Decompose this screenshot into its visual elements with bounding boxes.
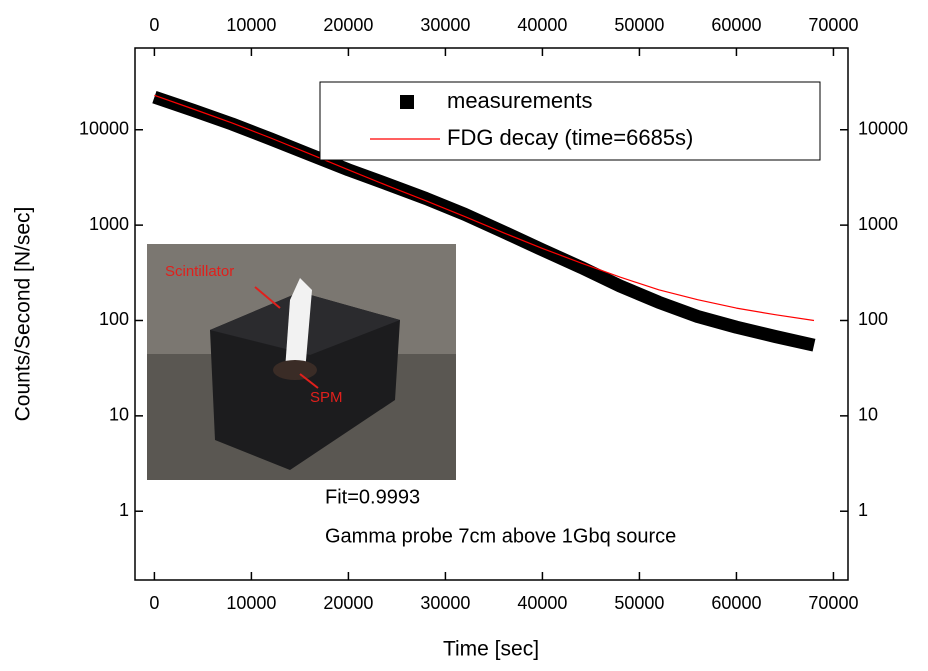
x-tick-label-top: 30000 [420,15,470,35]
x-tick-label: 50000 [614,593,664,613]
inset-photo [147,244,456,480]
y-tick-label: 1000 [89,214,129,234]
y-tick-label-right: 1 [858,500,868,520]
y-tick-label-right: 100 [858,309,888,329]
plot-frame [134,47,849,581]
x-axis-label: Time [sec] [443,638,539,661]
inset-label: SPM [310,389,343,406]
x-tick-label-top: 40000 [517,15,567,35]
measurement-band [152,90,816,352]
inset-arrow [254,286,281,309]
x-tick-label-top: 60000 [711,15,761,35]
legend-marker [400,95,414,109]
x-tick-label: 30000 [420,593,470,613]
y-tick-label-right: 1000 [858,214,898,234]
x-tick-label: 60000 [711,593,761,613]
y-tick-label-right: 10 [858,405,878,425]
y-tick-label: 10000 [79,119,129,139]
y-tick-label: 10 [109,405,129,425]
x-tick-label-top: 50000 [614,15,664,35]
fit-line [154,94,815,322]
annotation: Fit=0.9993 [325,486,420,508]
x-tick-label: 40000 [517,593,567,613]
x-tick-label: 0 [149,593,159,613]
y-axis-label: Counts/Second [N/sec] [12,207,35,422]
inset-label: Scintillator [165,263,234,280]
x-tick-label-top: 70000 [808,15,858,35]
inset-arrow [299,373,319,389]
x-tick-label: 20000 [323,593,373,613]
x-tick-label-top: 20000 [323,15,373,35]
y-tick-label-right: 10000 [858,119,908,139]
y-tick-label: 100 [99,309,129,329]
x-tick-label-top: 10000 [226,15,276,35]
x-tick-label: 10000 [226,593,276,613]
legend-label: FDG decay (time=6685s) [447,125,693,150]
y-tick-label: 1 [119,500,129,520]
legend-label: measurements [447,88,593,113]
x-tick-label-top: 0 [149,15,159,35]
x-tick-label: 70000 [808,593,858,613]
annotation: Gamma probe 7cm above 1Gbq source [325,525,676,547]
